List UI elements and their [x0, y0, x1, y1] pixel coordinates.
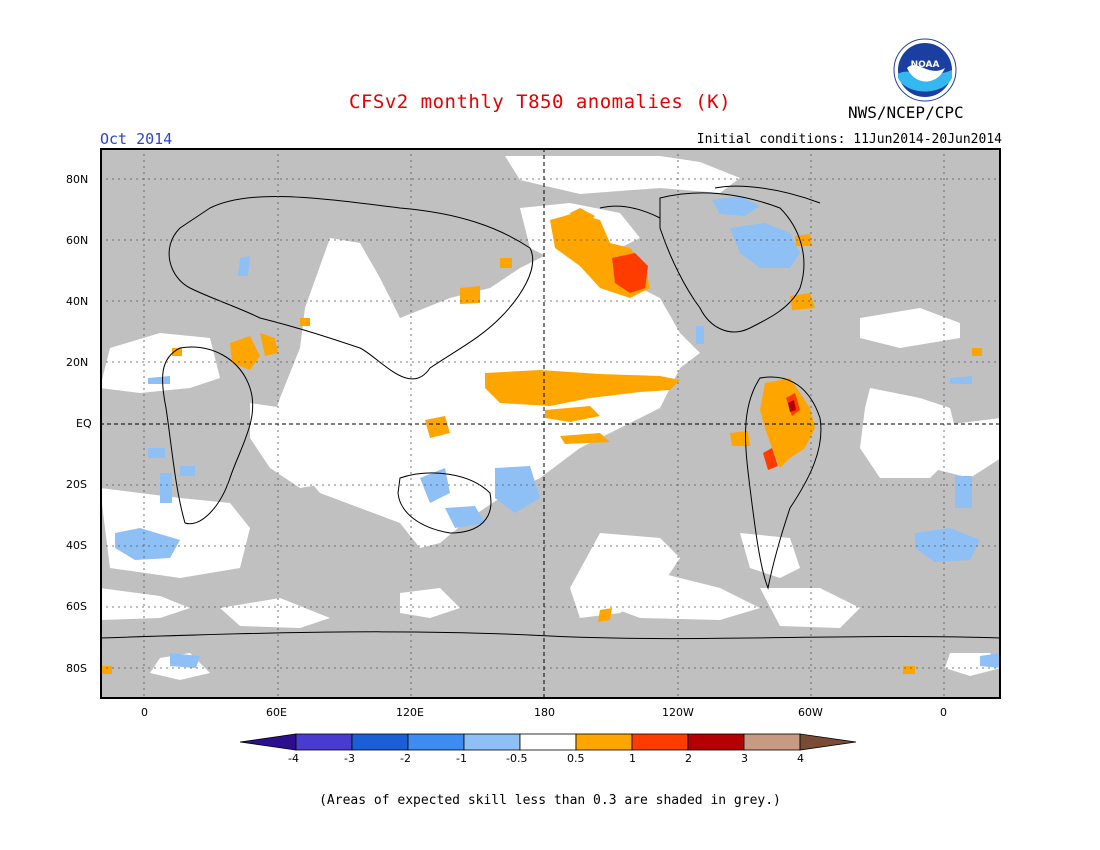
- colorbar-swatch-1: [295, 733, 353, 751]
- colorbar-label-2: 2: [685, 752, 692, 765]
- initial-conditions: Initial conditions: 11Jun2014-20Jun2014: [696, 132, 1002, 147]
- colorbar-swatch-7: [631, 733, 689, 751]
- lat-label-40n: 40N: [66, 295, 89, 308]
- colorbar-label-3: 3: [741, 752, 748, 765]
- noaa-logo-icon: NOAA: [893, 38, 957, 102]
- colorbar-label-neg2: -2: [400, 752, 411, 765]
- chart-title: CFSv2 monthly T850 anomalies (K): [349, 91, 732, 113]
- colorbar-swatch-6: [575, 733, 633, 751]
- anomaly-map: [100, 148, 1001, 699]
- colorbar: [240, 733, 857, 751]
- lon-label-60e: 60E: [266, 706, 287, 719]
- colorbar-label-neg0-5: -0.5: [506, 752, 528, 765]
- colorbar-swatch-3: [407, 733, 465, 751]
- colorbar-label-1: 1: [629, 752, 636, 765]
- lat-label-40s: 40S: [66, 539, 87, 552]
- colorbar-label-neg1: -1: [456, 752, 467, 765]
- lat-label-80s: 80S: [66, 662, 87, 675]
- colorbar-swatch-5: [519, 733, 577, 751]
- lat-label-eq: EQ: [76, 417, 92, 430]
- colorbar-swatch-2: [351, 733, 409, 751]
- map-frame: [100, 148, 1001, 699]
- lat-label-60s: 60S: [66, 600, 87, 613]
- colorbar-label-neg3: -3: [344, 752, 355, 765]
- lon-label-0: 0: [141, 706, 148, 719]
- footnote: (Areas of expected skill less than 0.3 a…: [319, 793, 781, 808]
- lat-label-20n: 20N: [66, 356, 89, 369]
- logo-text: NOAA: [911, 60, 940, 70]
- negative-anomaly-regions: [115, 196, 1001, 668]
- coastlines: [100, 185, 1001, 640]
- colorbar-arrow-left: [240, 733, 297, 751]
- colorbar-swatch-8: [687, 733, 745, 751]
- graticule: [100, 148, 1001, 699]
- lon-label-0-right: 0: [940, 706, 947, 719]
- lon-label-120w: 120W: [662, 706, 694, 719]
- forecast-month: Oct 2014: [100, 130, 173, 148]
- colorbar-swatch-9: [743, 733, 801, 751]
- colorbar-arrow-right: [799, 733, 857, 751]
- equator-dateline: [100, 148, 1001, 699]
- colorbar-label-0-5: 0.5: [567, 752, 585, 765]
- colorbar-label-4: 4: [797, 752, 804, 765]
- lon-label-120e: 120E: [396, 706, 424, 719]
- lat-label-80n: 80N: [66, 173, 89, 186]
- lon-label-60w: 60W: [798, 706, 823, 719]
- organization-label: NWS/NCEP/CPC: [848, 103, 964, 122]
- lat-label-60n: 60N: [66, 234, 89, 247]
- extreme-anomaly-regions: [788, 400, 796, 412]
- colorbar-swatch-4: [463, 733, 521, 751]
- colorbar-label-neg4: -4: [288, 752, 299, 765]
- lon-label-180: 180: [534, 706, 555, 719]
- lat-label-20s: 20S: [66, 478, 87, 491]
